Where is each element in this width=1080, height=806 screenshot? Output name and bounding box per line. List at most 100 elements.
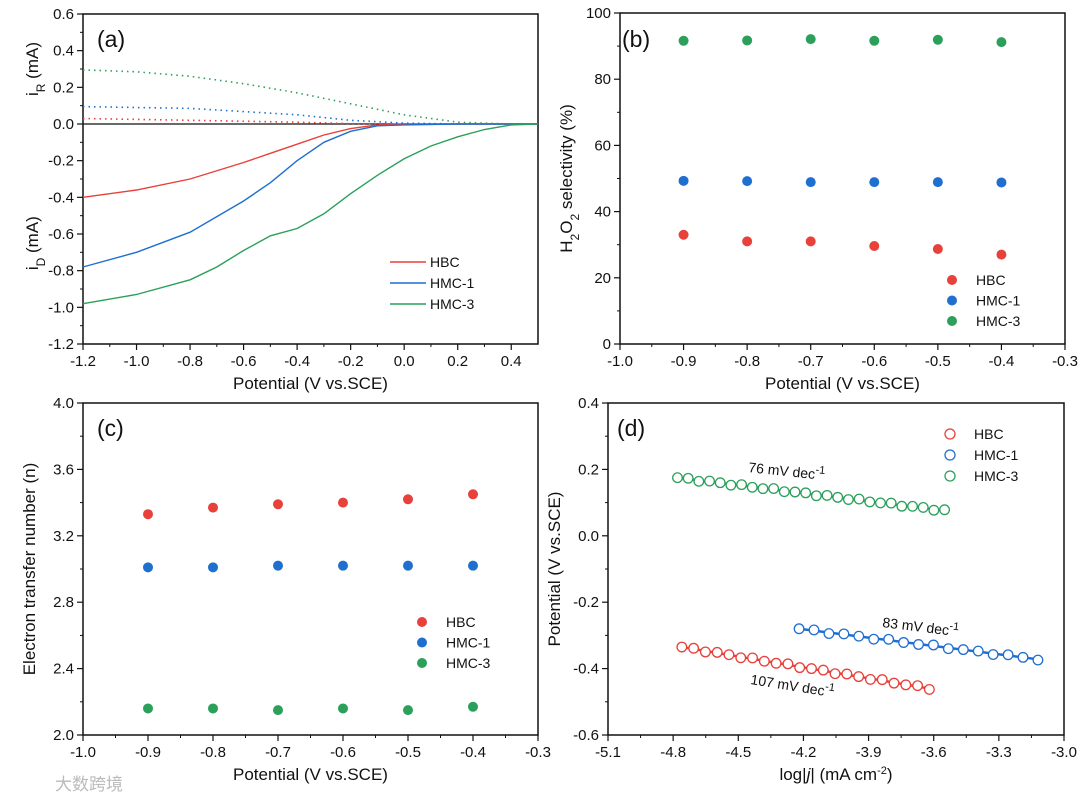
data-point-hbc <box>853 671 865 683</box>
y-tick-label: -1.0 <box>48 299 74 316</box>
y-tick-label: 0.6 <box>53 6 74 23</box>
data-point-hmc-3 <box>810 490 822 502</box>
data-point-hbc <box>996 249 1007 260</box>
data-point-hmc-3 <box>778 486 790 498</box>
data-point-hmc-3 <box>757 483 769 495</box>
x-tick-label: -1.0 <box>607 353 633 370</box>
data-point-hmc-1 <box>808 624 820 636</box>
data-point-hmc-3 <box>932 34 943 45</box>
data-point-hmc-1 <box>208 562 218 573</box>
y-tick-label: 0.2 <box>578 461 599 478</box>
data-point-hmc-3 <box>928 504 940 516</box>
data-point-hbc <box>143 509 153 520</box>
series-line-hbc-id <box>82 123 538 198</box>
data-point-hbc <box>273 499 283 510</box>
x-tick-label: -1.2 <box>70 353 96 370</box>
data-point-hmc-1 <box>868 633 880 645</box>
x-tick-label: 0.2 <box>447 353 468 370</box>
data-point-hbc <box>699 646 711 658</box>
y-tick-label: 4.0 <box>53 395 74 412</box>
x-tick-label: -5.1 <box>595 744 621 761</box>
data-point-hbc <box>806 663 817 675</box>
x-tick-label: -0.8 <box>177 353 203 370</box>
x-tick-label: 0.0 <box>394 353 415 370</box>
data-point-hmc-1 <box>823 628 835 640</box>
data-point-hmc-1 <box>987 649 999 661</box>
fit-line-hbc <box>681 645 930 690</box>
data-point-hbc <box>794 662 806 674</box>
legend-label-hbc: HBC <box>976 272 1006 288</box>
data-point-hmc-1 <box>468 560 478 571</box>
data-point-hmc-1 <box>942 643 954 655</box>
data-point-hmc-3 <box>875 497 886 509</box>
legend-label-hmc-3: HMC-3 <box>974 468 1019 484</box>
data-point-hbc <box>735 652 747 664</box>
data-point-hmc-1 <box>972 645 984 657</box>
y-tick-label: -0.4 <box>48 189 74 206</box>
x-tick-label: -0.7 <box>265 744 291 761</box>
x-tick-label: -0.6 <box>330 744 356 761</box>
data-point-hbc <box>208 502 218 513</box>
data-point-hmc-1 <box>403 560 413 571</box>
y-tick-label: 40 <box>594 204 611 221</box>
data-point-hbc <box>923 683 935 695</box>
panel-a: -1.2 -1.0 -0.8 -0.6 -0.4 -0.2 0.0 0.2 0.4 -1.2 -1.… <box>23 6 539 393</box>
y-axis-label: Potential (V vs.SCE) <box>545 492 564 647</box>
data-point-hmc-1 <box>913 639 924 650</box>
data-point-hmc-3 <box>725 479 737 491</box>
panel-label: (d) <box>617 415 645 441</box>
y-tick-label: 2.4 <box>53 661 74 678</box>
y-tick-label: -0.6 <box>573 727 599 744</box>
data-point-hmc-3 <box>996 37 1007 48</box>
data-point-hmc-3 <box>704 475 715 487</box>
data-point-hbc <box>888 677 900 689</box>
series-line-hbc-ir <box>82 117 405 125</box>
x-tick-label: -0.3 <box>1052 353 1078 370</box>
data-point-hmc-3 <box>678 35 689 46</box>
data-point-hmc-1 <box>793 623 805 635</box>
data-point-hmc-1 <box>1002 649 1014 661</box>
legend-swatch-hmc-1 <box>947 295 957 306</box>
legend-label-hbc: HBC <box>446 614 476 630</box>
y-axis-label-id: iD (mA) <box>23 216 48 270</box>
y-tick-label: 80 <box>594 71 611 88</box>
y-tick-label: -0.2 <box>573 594 599 611</box>
legend-label-hmc-3: HMC-3 <box>446 655 491 671</box>
data-point-hmc-1 <box>898 637 910 648</box>
data-point-hbc <box>403 494 413 505</box>
data-point-hbc <box>688 642 700 654</box>
data-point-hmc-3 <box>907 500 918 512</box>
y-tick-label: 0.0 <box>53 116 74 133</box>
data-point-hbc <box>829 668 841 680</box>
panel-label: (b) <box>622 26 650 52</box>
x-tick-label: -0.8 <box>200 744 226 761</box>
data-point-hbc <box>338 497 348 508</box>
x-tick-label: -0.9 <box>671 353 697 370</box>
data-point-hmc-3 <box>896 500 908 512</box>
data-point-hmc-3 <box>468 701 478 712</box>
data-point-hmc-1 <box>742 176 753 187</box>
y-axis-label-ir: iR (mA) <box>23 42 48 96</box>
data-point-hbc <box>468 489 478 500</box>
x-axis-label: Potential (V vs.SCE) <box>233 765 388 784</box>
panel-b: -1.0 -0.9 -0.8 -0.7 -0.6 -0.5 -0.4 -0.3 0 20 40 60 8… <box>557 5 1078 393</box>
data-point-hmc-3 <box>864 496 876 508</box>
data-point-hmc-3 <box>917 502 929 513</box>
data-point-hbc <box>782 658 794 670</box>
y-tick-label: 60 <box>594 137 611 154</box>
y-tick-label: 2.8 <box>53 594 74 611</box>
data-point-hbc <box>876 674 888 686</box>
data-point-hmc-3 <box>143 703 153 714</box>
data-point-hmc-3 <box>746 481 758 493</box>
data-point-hbc <box>805 236 816 247</box>
data-point-hmc-1 <box>883 633 895 645</box>
x-axis-label: log|j| (mA cm-2) <box>779 765 892 784</box>
data-point-hbc <box>841 668 853 680</box>
data-point-hmc-1 <box>143 562 153 573</box>
y-tick-label: 100 <box>586 5 611 22</box>
data-point-hbc <box>817 664 829 676</box>
data-point-hmc-3 <box>403 705 413 716</box>
data-point-hbc <box>676 641 688 653</box>
plot-frame <box>82 13 539 345</box>
